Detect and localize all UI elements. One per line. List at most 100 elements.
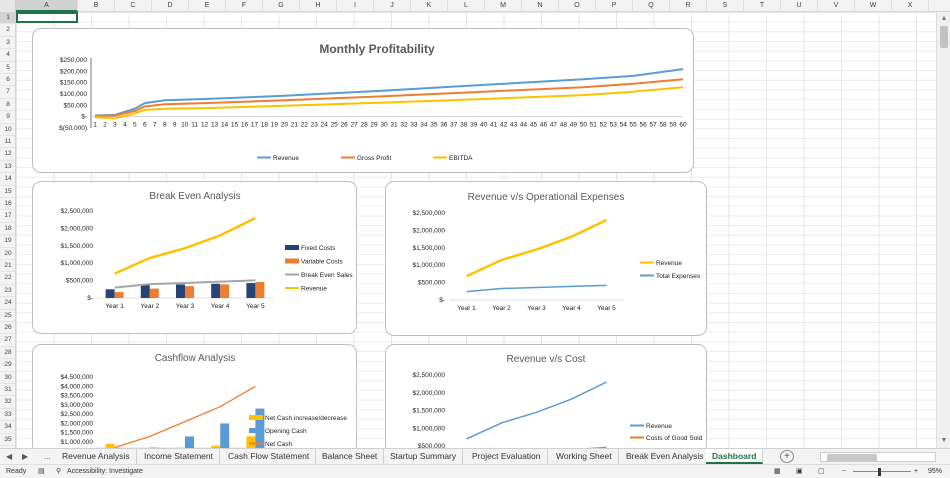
- row-header-1[interactable]: 1: [0, 12, 15, 25]
- column-header-i[interactable]: I: [337, 0, 374, 12]
- add-sheet-icon[interactable]: +: [780, 450, 794, 463]
- row-header-23[interactable]: 23: [0, 285, 15, 298]
- zoom-out-icon[interactable]: −: [842, 468, 847, 475]
- row-header-11[interactable]: 11: [0, 136, 15, 149]
- more-sheets-button[interactable]: ...: [44, 452, 51, 461]
- horizontal-scroll-thumb[interactable]: [827, 454, 877, 461]
- y-tick-label: $500,000: [418, 443, 445, 450]
- active-cell-a1[interactable]: [16, 12, 78, 23]
- row-header-32[interactable]: 32: [0, 396, 15, 409]
- row-header-21[interactable]: 21: [0, 260, 15, 273]
- select-all-corner[interactable]: [0, 0, 16, 12]
- scroll-up-arrow-icon[interactable]: ▲: [940, 15, 948, 22]
- row-header-34[interactable]: 34: [0, 421, 15, 434]
- row-header-16[interactable]: 16: [0, 198, 15, 211]
- sheet-tab-revenue-analysis[interactable]: Revenue Analysis: [56, 449, 137, 464]
- column-header-a[interactable]: A: [16, 0, 78, 12]
- y-tick-label: $50,000: [64, 102, 88, 109]
- column-header-v[interactable]: V: [818, 0, 855, 12]
- row-header-24[interactable]: 24: [0, 297, 15, 310]
- row-header-19[interactable]: 19: [0, 235, 15, 248]
- row-header-10[interactable]: 10: [0, 124, 15, 136]
- row-header-2[interactable]: 2: [0, 24, 15, 37]
- row-header-8[interactable]: 8: [0, 99, 15, 112]
- row-header-3[interactable]: 3: [0, 37, 15, 50]
- row-header-5[interactable]: 5: [0, 62, 15, 74]
- sheet-tab-project-evaluation[interactable]: Project Evaluation: [466, 449, 548, 464]
- column-header-u[interactable]: U: [781, 0, 818, 12]
- monthly-profitability-chart[interactable]: Monthly Profitability $250,000 $200,000 $15…: [32, 28, 694, 173]
- sheet-tab-balance-sheet[interactable]: Balance Sheet: [316, 449, 385, 464]
- column-header-k[interactable]: K: [411, 0, 448, 12]
- column-header-j[interactable]: J: [374, 0, 411, 12]
- column-header-g[interactable]: G: [263, 0, 300, 12]
- column-header-d[interactable]: D: [152, 0, 189, 12]
- x-tick-label: 30: [380, 122, 388, 129]
- row-header-4[interactable]: 4: [0, 49, 15, 62]
- row-header-7[interactable]: 7: [0, 86, 15, 99]
- sheet-tab-working-sheet[interactable]: Working Sheet: [550, 449, 619, 464]
- zoom-slider-thumb[interactable]: [878, 468, 881, 476]
- zoom-slider-track[interactable]: [853, 471, 911, 472]
- column-header-o[interactable]: O: [559, 0, 596, 12]
- column-header-x[interactable]: X: [892, 0, 929, 12]
- macro-record-icon[interactable]: ▤: [38, 468, 45, 475]
- row-header-9[interactable]: 9: [0, 111, 15, 124]
- row-header-27[interactable]: 27: [0, 334, 15, 347]
- row-header-26[interactable]: 26: [0, 322, 15, 335]
- horizontal-scrollbar[interactable]: [820, 452, 936, 462]
- accessibility-status[interactable]: Accessibility: Investigate: [67, 468, 143, 475]
- sheet-tab-income-statement[interactable]: Income Statement: [138, 449, 220, 464]
- vertical-scrollbar[interactable]: ▲ ▼: [936, 12, 950, 448]
- column-header-e[interactable]: E: [189, 0, 226, 12]
- next-sheet-icon[interactable]: ▶: [22, 452, 29, 461]
- row-header-17[interactable]: 17: [0, 210, 15, 223]
- row-header-35[interactable]: 35: [0, 434, 15, 446]
- sheet-tab-break-even-analysis[interactable]: Break Even Analysis: [620, 449, 711, 464]
- normal-view-icon[interactable]: ▦: [774, 468, 781, 475]
- row-header-14[interactable]: 14: [0, 173, 15, 186]
- column-header-t[interactable]: T: [744, 0, 781, 12]
- scroll-down-arrow-icon[interactable]: ▼: [940, 437, 948, 444]
- row-header-30[interactable]: 30: [0, 372, 15, 384]
- prev-sheet-icon[interactable]: ◀: [6, 452, 13, 461]
- sheet-tab-startup-summary[interactable]: Startup Summary: [384, 449, 464, 464]
- row-header-12[interactable]: 12: [0, 148, 15, 161]
- row-header-20[interactable]: 20: [0, 248, 15, 260]
- column-header-b[interactable]: B: [78, 0, 115, 12]
- page-layout-icon[interactable]: ▣: [796, 468, 803, 475]
- zoom-level[interactable]: 95%: [928, 468, 943, 475]
- sheet-tab-dashboard[interactable]: Dashboard: [706, 449, 764, 464]
- sheet-tab-cash-flow-statement[interactable]: Cash Flow Statement: [222, 449, 317, 464]
- y-tick-label: $4,000,000: [60, 383, 93, 390]
- row-header-31[interactable]: 31: [0, 384, 15, 397]
- column-header-n[interactable]: N: [522, 0, 559, 12]
- revenue-vs-opex-chart[interactable]: Revenue v/s Operational Expenses $2,500,0…: [385, 181, 707, 336]
- row-header-22[interactable]: 22: [0, 272, 15, 285]
- column-header-q[interactable]: Q: [633, 0, 670, 12]
- column-header-h[interactable]: H: [300, 0, 337, 12]
- column-header-w[interactable]: W: [855, 0, 892, 12]
- row-header-13[interactable]: 13: [0, 161, 15, 174]
- column-header-p[interactable]: P: [596, 0, 633, 12]
- page-break-icon[interactable]: ▢: [818, 468, 825, 475]
- vertical-scroll-thumb[interactable]: [940, 26, 948, 48]
- column-header-c[interactable]: C: [115, 0, 152, 12]
- row-header-28[interactable]: 28: [0, 347, 15, 360]
- revenue-vs-cost-chart[interactable]: Revenue v/s Cost $2,500,000 $2,000,000 $1,5…: [385, 344, 707, 454]
- break-even-chart[interactable]: Break Even Analysis $2,500,000 $2,000,000 $…: [32, 181, 357, 334]
- row-header-29[interactable]: 29: [0, 359, 15, 372]
- column-header-r[interactable]: R: [670, 0, 707, 12]
- column-header-l[interactable]: L: [448, 0, 485, 12]
- row-header-25[interactable]: 25: [0, 310, 15, 322]
- column-header-f[interactable]: F: [226, 0, 263, 12]
- column-header-m[interactable]: M: [485, 0, 522, 12]
- zoom-in-icon[interactable]: +: [914, 468, 919, 475]
- row-header-33[interactable]: 33: [0, 409, 15, 422]
- column-header-s[interactable]: S: [707, 0, 744, 12]
- row-header-15[interactable]: 15: [0, 186, 15, 198]
- accessibility-icon[interactable]: ⚲: [56, 468, 62, 475]
- cashflow-chart[interactable]: Cashflow Analysis $4,500,000 $4,000,000 $3,…: [32, 344, 357, 454]
- row-header-18[interactable]: 18: [0, 223, 15, 236]
- row-header-6[interactable]: 6: [0, 74, 15, 87]
